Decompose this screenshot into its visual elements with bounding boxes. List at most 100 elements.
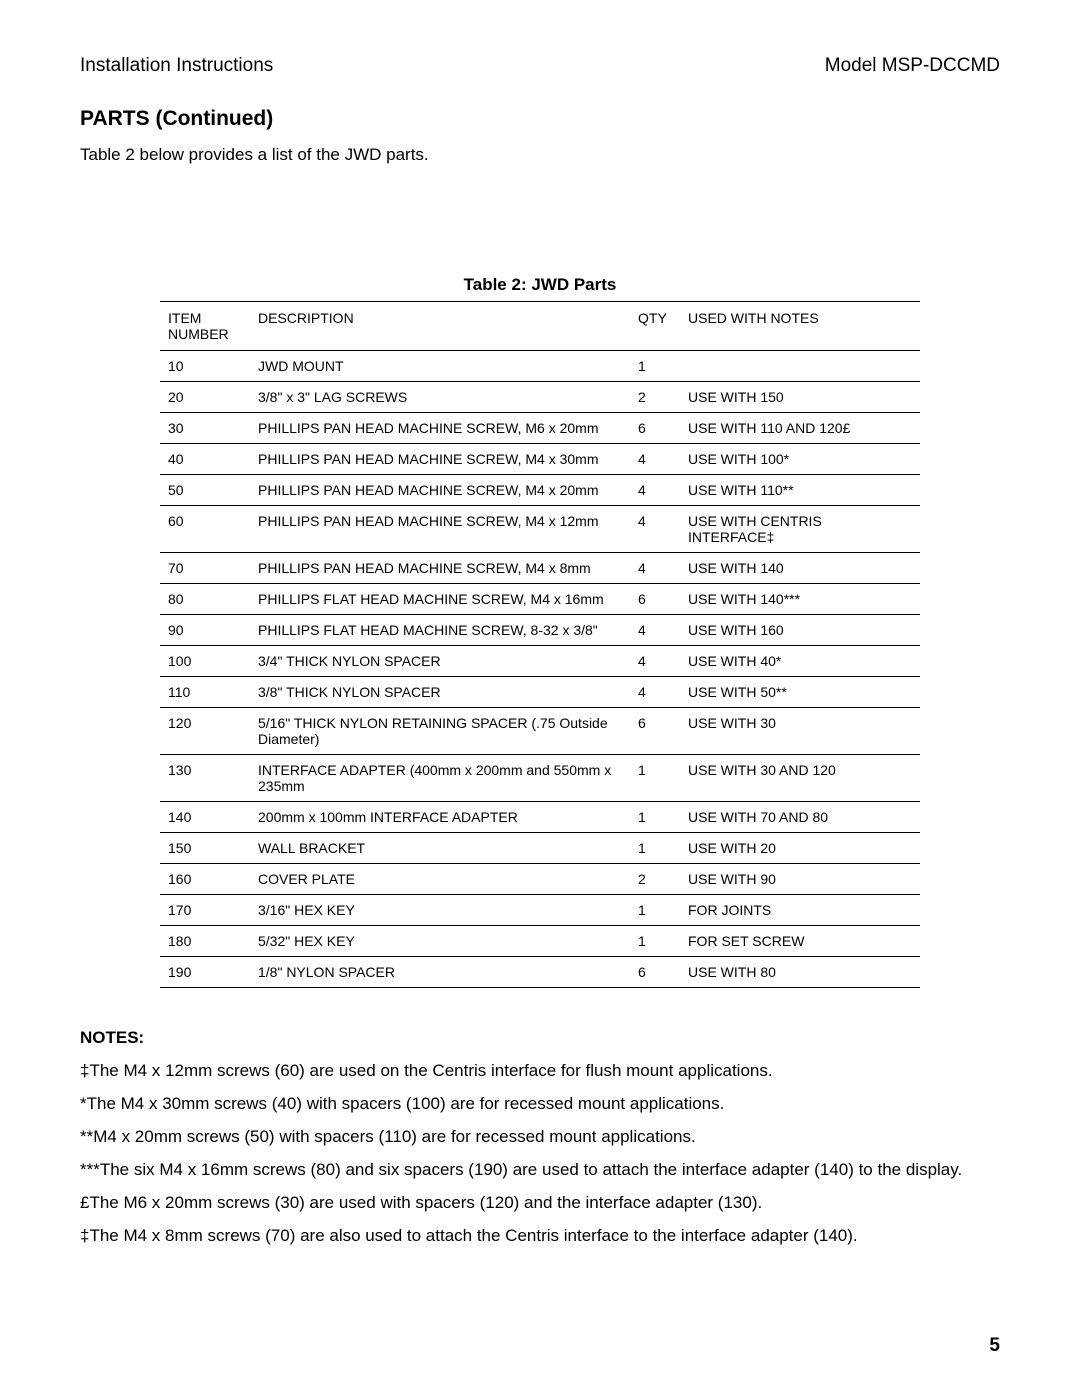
cell-desc: 200mm x 100mm INTERFACE ADAPTER (250, 802, 630, 833)
cell-item: 160 (160, 864, 250, 895)
cell-qty: 1 (630, 833, 680, 864)
cell-qty: 4 (630, 506, 680, 553)
cell-item: 170 (160, 895, 250, 926)
cell-desc: PHILLIPS PAN HEAD MACHINE SCREW, M4 x 8m… (250, 553, 630, 584)
cell-desc: 3/16" HEX KEY (250, 895, 630, 926)
table-row: 150WALL BRACKET1USE WITH 20 (160, 833, 920, 864)
cell-qty: 6 (630, 413, 680, 444)
cell-notes: USE WITH 150 (680, 382, 920, 413)
cell-desc: INTERFACE ADAPTER (400mm x 200mm and 550… (250, 755, 630, 802)
cell-notes: USE WITH 100* (680, 444, 920, 475)
table-row: 130INTERFACE ADAPTER (400mm x 200mm and … (160, 755, 920, 802)
cell-qty: 6 (630, 708, 680, 755)
table-row: 10JWD MOUNT1 (160, 351, 920, 382)
table-row: 1003/4" THICK NYLON SPACER4USE WITH 40* (160, 646, 920, 677)
col-header-item: ITEM NUMBER (160, 302, 250, 351)
cell-desc: PHILLIPS FLAT HEAD MACHINE SCREW, 8-32 x… (250, 615, 630, 646)
cell-qty: 6 (630, 957, 680, 988)
page: Installation Instructions Model MSP-DCCM… (0, 0, 1080, 1397)
cell-item: 110 (160, 677, 250, 708)
page-number: 5 (989, 1335, 1000, 1357)
cell-qty: 1 (630, 351, 680, 382)
cell-desc: 5/16" THICK NYLON RETAINING SPACER (.75 … (250, 708, 630, 755)
cell-desc: PHILLIPS PAN HEAD MACHINE SCREW, M4 x 20… (250, 475, 630, 506)
cell-desc: PHILLIPS FLAT HEAD MACHINE SCREW, M4 x 1… (250, 584, 630, 615)
section-title: PARTS (Continued) (80, 107, 1000, 131)
cell-desc: 1/8" NYLON SPACER (250, 957, 630, 988)
cell-qty: 4 (630, 615, 680, 646)
cell-qty: 4 (630, 677, 680, 708)
table-row: 40PHILLIPS PAN HEAD MACHINE SCREW, M4 x … (160, 444, 920, 475)
table-row: 1205/16" THICK NYLON RETAINING SPACER (.… (160, 708, 920, 755)
cell-desc: 3/4" THICK NYLON SPACER (250, 646, 630, 677)
cell-item: 180 (160, 926, 250, 957)
page-header: Installation Instructions Model MSP-DCCM… (80, 55, 1000, 77)
cell-item: 190 (160, 957, 250, 988)
cell-notes: USE WITH CENTRIS INTERFACE‡ (680, 506, 920, 553)
cell-notes: USE WITH 90 (680, 864, 920, 895)
cell-desc: WALL BRACKET (250, 833, 630, 864)
cell-qty: 2 (630, 382, 680, 413)
cell-item: 100 (160, 646, 250, 677)
cell-notes: FOR SET SCREW (680, 926, 920, 957)
col-header-desc: DESCRIPTION (250, 302, 630, 351)
cell-notes: USE WITH 50** (680, 677, 920, 708)
cell-notes: USE WITH 140*** (680, 584, 920, 615)
cell-qty: 1 (630, 802, 680, 833)
table-row: 140200mm x 100mm INTERFACE ADAPTER1USE W… (160, 802, 920, 833)
cell-qty: 4 (630, 475, 680, 506)
cell-notes: USE WITH 140 (680, 553, 920, 584)
table-row: 1805/32" HEX KEY1FOR SET SCREW (160, 926, 920, 957)
table-row: 90PHILLIPS FLAT HEAD MACHINE SCREW, 8-32… (160, 615, 920, 646)
cell-qty: 4 (630, 444, 680, 475)
table-row: 203/8" x 3" LAG SCREWS2USE WITH 150 (160, 382, 920, 413)
note-line: ‡The M4 x 8mm screws (70) are also used … (80, 1225, 1000, 1248)
cell-item: 130 (160, 755, 250, 802)
cell-desc: COVER PLATE (250, 864, 630, 895)
cell-qty: 2 (630, 864, 680, 895)
cell-notes: USE WITH 70 AND 80 (680, 802, 920, 833)
cell-desc: JWD MOUNT (250, 351, 630, 382)
note-line: **M4 x 20mm screws (50) with spacers (11… (80, 1126, 1000, 1149)
notes-heading: NOTES: (80, 1028, 1000, 1048)
cell-item: 20 (160, 382, 250, 413)
cell-notes: USE WITH 110** (680, 475, 920, 506)
cell-item: 60 (160, 506, 250, 553)
cell-desc: PHILLIPS PAN HEAD MACHINE SCREW, M4 x 12… (250, 506, 630, 553)
cell-notes: USE WITH 80 (680, 957, 920, 988)
cell-desc: 5/32" HEX KEY (250, 926, 630, 957)
cell-desc: 3/8" x 3" LAG SCREWS (250, 382, 630, 413)
header-left: Installation Instructions (80, 55, 273, 77)
table-row: 60PHILLIPS PAN HEAD MACHINE SCREW, M4 x … (160, 506, 920, 553)
cell-notes: USE WITH 20 (680, 833, 920, 864)
cell-qty: 1 (630, 926, 680, 957)
note-line: £The M6 x 20mm screws (30) are used with… (80, 1192, 1000, 1215)
cell-notes: USE WITH 110 AND 120£ (680, 413, 920, 444)
cell-qty: 6 (630, 584, 680, 615)
table-row: 1103/8" THICK NYLON SPACER4USE WITH 50** (160, 677, 920, 708)
cell-item: 120 (160, 708, 250, 755)
cell-item: 90 (160, 615, 250, 646)
cell-item: 30 (160, 413, 250, 444)
cell-qty: 4 (630, 646, 680, 677)
cell-qty: 1 (630, 755, 680, 802)
cell-desc: PHILLIPS PAN HEAD MACHINE SCREW, M6 x 20… (250, 413, 630, 444)
cell-notes (680, 351, 920, 382)
cell-item: 10 (160, 351, 250, 382)
header-right: Model MSP-DCCMD (825, 55, 1000, 77)
table-row: 1703/16" HEX KEY1FOR JOINTS (160, 895, 920, 926)
cell-notes: USE WITH 30 (680, 708, 920, 755)
table-caption: Table 2: JWD Parts (80, 275, 1000, 295)
intro-text: Table 2 below provides a list of the JWD… (80, 145, 1000, 165)
note-line: *The M4 x 30mm screws (40) with spacers … (80, 1093, 1000, 1116)
cell-desc: 3/8" THICK NYLON SPACER (250, 677, 630, 708)
table-row: 1901/8" NYLON SPACER6USE WITH 80 (160, 957, 920, 988)
col-header-qty: QTY (630, 302, 680, 351)
cell-item: 40 (160, 444, 250, 475)
cell-item: 140 (160, 802, 250, 833)
parts-table: ITEM NUMBER DESCRIPTION QTY USED WITH NO… (160, 301, 920, 988)
cell-qty: 1 (630, 895, 680, 926)
table-row: 70PHILLIPS PAN HEAD MACHINE SCREW, M4 x … (160, 553, 920, 584)
note-line: ‡The M4 x 12mm screws (60) are used on t… (80, 1060, 1000, 1083)
table-row: 80PHILLIPS FLAT HEAD MACHINE SCREW, M4 x… (160, 584, 920, 615)
